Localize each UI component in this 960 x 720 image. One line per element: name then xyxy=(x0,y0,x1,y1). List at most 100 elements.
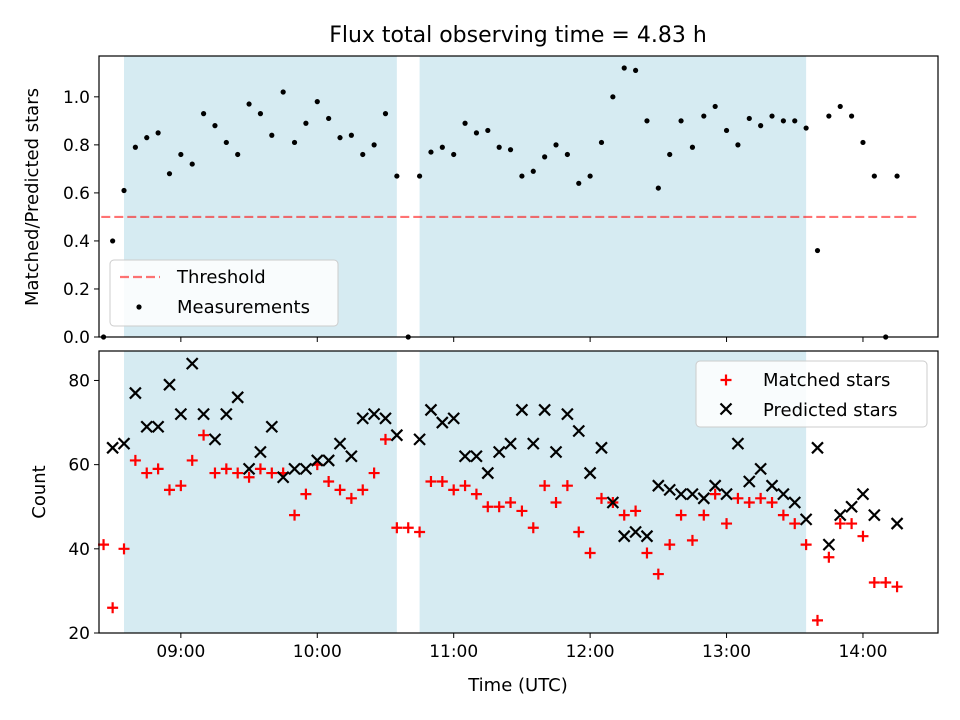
measurement-point xyxy=(735,142,741,148)
measurement-point xyxy=(291,139,298,146)
matched-point xyxy=(698,509,710,521)
predicted-point xyxy=(504,437,517,450)
measurement-point xyxy=(257,111,264,117)
matched-point xyxy=(766,497,778,509)
x-tick-label: 13:00 xyxy=(702,642,751,662)
predicted-point xyxy=(799,513,813,526)
predicted-point xyxy=(413,433,426,446)
predicted-point xyxy=(424,403,438,417)
matched-point xyxy=(675,509,687,521)
x-tick-label: 14:00 xyxy=(838,642,887,662)
matched-point xyxy=(880,576,892,588)
measurement-point xyxy=(598,139,605,146)
predicted-point xyxy=(106,441,119,455)
matched-point xyxy=(459,480,471,492)
matched-point xyxy=(163,484,175,496)
x-axis-label: Time (UTC) xyxy=(467,675,568,696)
matched-point xyxy=(834,518,846,530)
matched-point xyxy=(98,539,110,551)
matched-point xyxy=(868,576,880,588)
x-tick-label: 10:00 xyxy=(293,642,342,662)
measurement-point xyxy=(485,127,491,134)
predicted-point xyxy=(640,529,654,543)
measurement-point xyxy=(360,151,366,158)
measurement-point xyxy=(792,118,798,124)
matched-point xyxy=(141,467,153,479)
y-tick-label: 80 xyxy=(68,371,90,391)
measurement-point xyxy=(530,168,536,174)
predicted-point xyxy=(674,487,688,501)
measurement-point xyxy=(894,173,900,179)
legend-box xyxy=(695,360,928,428)
matched-point xyxy=(198,429,210,441)
matched-point xyxy=(527,522,539,534)
predicted-point xyxy=(606,496,620,509)
predicted-point xyxy=(356,412,370,425)
matched-point xyxy=(402,522,414,534)
legend-predicted-label: Predicted stars xyxy=(763,400,897,421)
predicted-point xyxy=(538,403,551,417)
predicted-point xyxy=(481,466,495,480)
predicted-point xyxy=(697,492,711,505)
predicted-point xyxy=(845,500,858,514)
bottom-panel: 20 40 60 80 09:00 10:00 11:00 12:00 13:00 14:00 Ma… xyxy=(68,350,939,662)
measurement-point xyxy=(689,144,696,150)
measurement-point xyxy=(542,154,548,160)
predicted-point xyxy=(129,386,142,400)
measurement-point xyxy=(382,111,389,117)
matched-point xyxy=(595,492,607,504)
y-tick-label: 0.8 xyxy=(63,136,90,156)
predicted-point xyxy=(890,517,904,530)
measurement-point xyxy=(758,123,764,129)
measurement-point xyxy=(848,113,855,119)
predicted-point xyxy=(788,496,802,509)
measurement-point xyxy=(303,120,309,126)
y-tick-label: 0.4 xyxy=(63,232,90,252)
legend-measurements-label: Measurements xyxy=(177,297,310,318)
matched-point xyxy=(186,454,198,466)
predicted-point xyxy=(754,462,767,476)
predicted-point xyxy=(561,407,574,421)
y-tick-label: 1.0 xyxy=(63,88,90,108)
matched-point xyxy=(448,484,460,496)
measurement-point xyxy=(621,65,627,71)
measurement-point xyxy=(496,144,502,150)
x-tick-label: 11:00 xyxy=(429,642,478,662)
matched-point xyxy=(391,522,403,534)
predicted-point xyxy=(708,479,722,492)
predicted-point xyxy=(527,437,540,450)
predicted-point xyxy=(265,420,279,434)
predicted-point xyxy=(310,454,324,467)
matched-point xyxy=(721,518,733,530)
measurement-point xyxy=(280,89,286,95)
axes-frame xyxy=(98,350,939,634)
matched-point xyxy=(823,551,835,563)
x-tick-label: 12:00 xyxy=(566,642,615,662)
measurement-point xyxy=(746,115,752,122)
measurement-point xyxy=(507,147,514,153)
predicted-point xyxy=(197,407,210,421)
matched-point xyxy=(743,497,755,509)
matched-point xyxy=(243,471,255,483)
legend-predicted-swatch xyxy=(719,402,733,416)
matched-point xyxy=(107,602,119,614)
matched-point xyxy=(254,463,266,475)
predicted-point xyxy=(777,487,790,501)
measurement-point xyxy=(121,187,127,194)
matched-point xyxy=(175,480,187,492)
measurement-point xyxy=(416,173,423,179)
axes-frame xyxy=(98,55,939,338)
measurement-point xyxy=(837,103,843,110)
measurement-point xyxy=(803,125,809,131)
predicted-point xyxy=(254,445,267,459)
predicted-point xyxy=(174,407,188,421)
measurement-point xyxy=(326,115,332,122)
predicted-point xyxy=(515,403,529,417)
matched-point xyxy=(436,475,448,487)
matched-point xyxy=(686,534,698,546)
chart-title: Flux total observing time = 4.83 h xyxy=(329,23,707,48)
predicted-point xyxy=(720,487,733,501)
predicted-point xyxy=(322,454,335,467)
matched-point xyxy=(220,463,232,475)
predicted-point xyxy=(743,475,756,488)
